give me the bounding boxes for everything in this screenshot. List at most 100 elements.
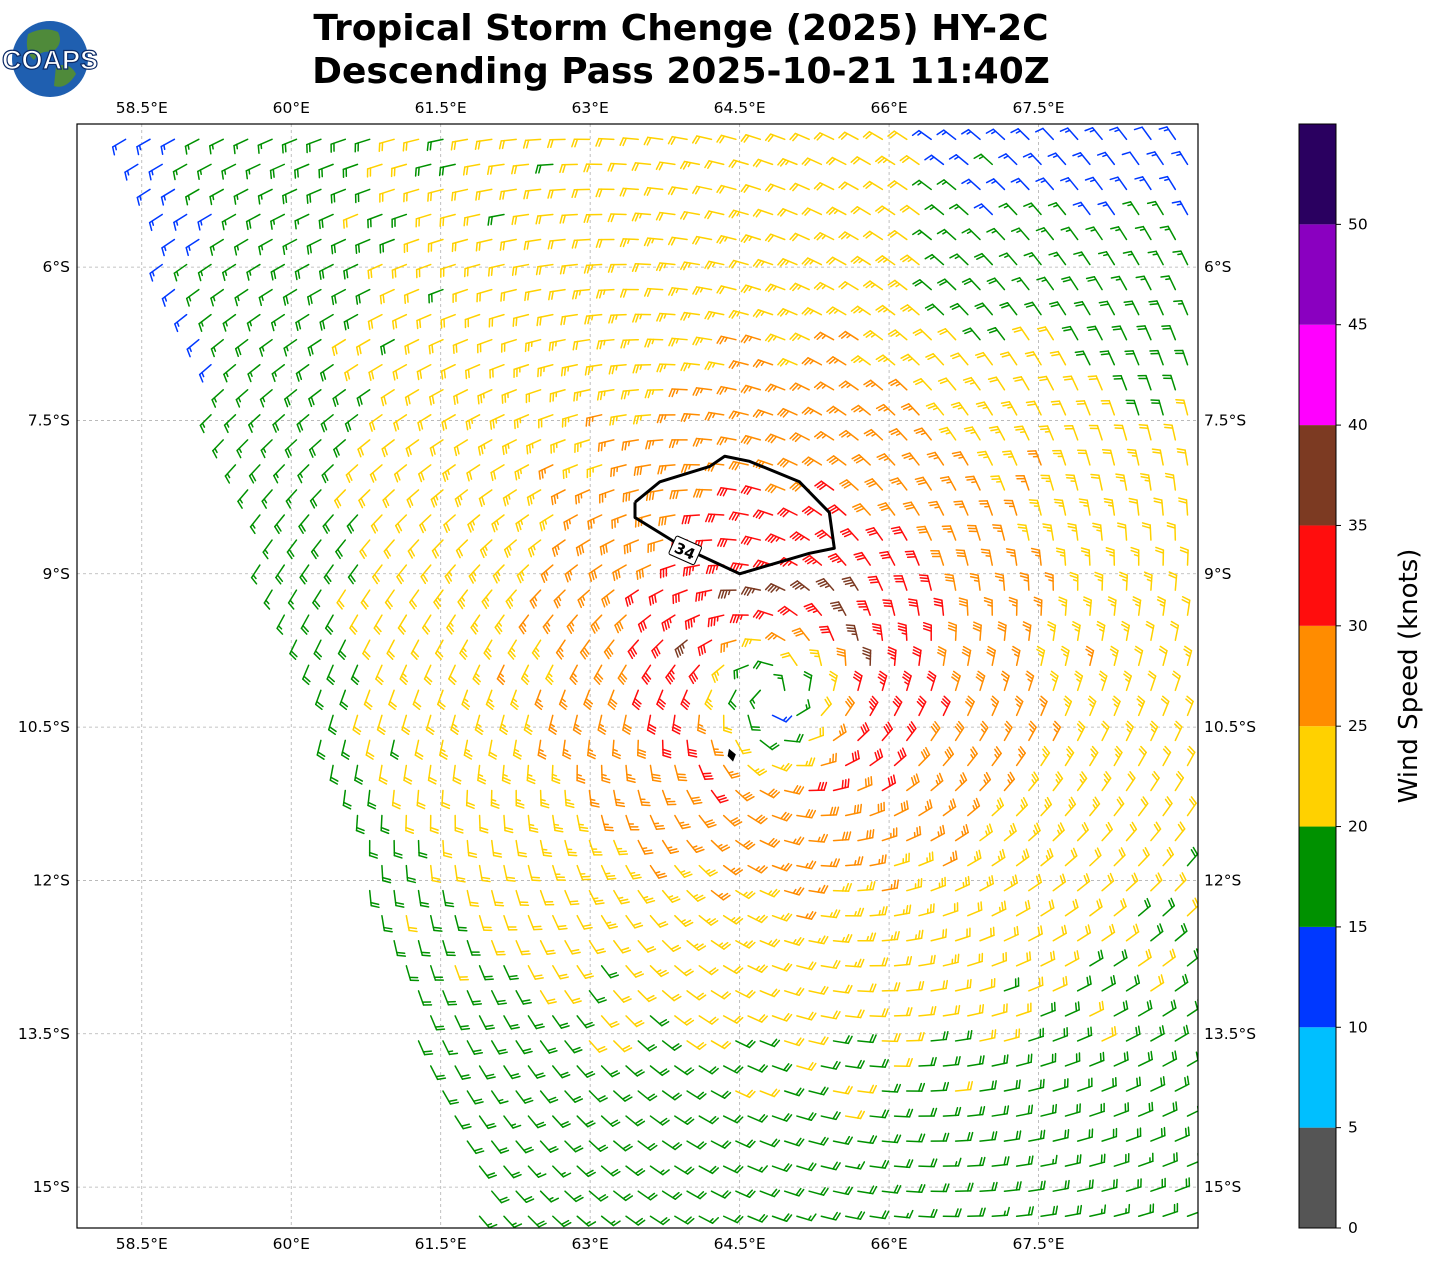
wind-barb xyxy=(839,479,859,491)
wind-barb xyxy=(535,263,554,276)
wind-barb xyxy=(814,431,835,441)
wind-barb xyxy=(747,764,768,776)
wind-barb xyxy=(637,889,656,904)
wind-barb xyxy=(735,940,756,949)
wind-barb xyxy=(600,814,615,832)
wind-barb xyxy=(1150,974,1165,992)
wind-barb xyxy=(1085,226,1103,241)
wind-barb xyxy=(282,288,298,306)
wind-barb xyxy=(893,1209,914,1219)
wind-barb xyxy=(333,439,347,458)
wind-barb xyxy=(625,814,640,831)
wind-barb xyxy=(355,338,371,356)
wind-barb xyxy=(527,1015,545,1030)
wind-barb xyxy=(716,184,737,194)
wind-barb xyxy=(789,232,810,242)
wind-barb xyxy=(704,210,725,220)
wind-barb xyxy=(356,389,371,407)
colorbar-segment xyxy=(1299,425,1336,526)
wind-barb xyxy=(1126,448,1140,466)
wind-barb xyxy=(339,689,349,711)
wind-barb xyxy=(491,1140,510,1154)
y-tick-label-right: 9°S xyxy=(1204,565,1231,583)
wind-barb xyxy=(1125,1076,1142,1092)
wind-barb xyxy=(698,914,719,926)
wind-barb xyxy=(1092,522,1103,541)
wind-barb xyxy=(302,664,311,686)
wind-barb xyxy=(454,814,464,834)
wind-barb xyxy=(551,764,561,784)
wind-barb xyxy=(916,695,927,717)
wind-barb xyxy=(552,1015,570,1029)
wind-barb xyxy=(1076,873,1091,892)
wind-barb xyxy=(548,288,566,301)
x-tick-label-bottom: 67.5°E xyxy=(1013,1235,1065,1253)
colorbar-tick-label: 20 xyxy=(1348,818,1368,836)
wind-barb xyxy=(452,764,462,785)
wind-barb xyxy=(771,912,793,922)
wind-barb xyxy=(906,721,917,742)
wind-barb xyxy=(752,309,774,318)
wind-barb xyxy=(576,814,589,832)
wind-barb xyxy=(698,1115,719,1125)
wind-barb xyxy=(954,927,971,942)
wind-barb xyxy=(625,764,636,783)
wind-barb xyxy=(246,313,261,332)
wind-barb xyxy=(728,309,749,319)
wind-barb xyxy=(199,414,212,434)
wind-barb xyxy=(722,714,733,734)
wind-barb xyxy=(961,228,981,241)
wind-barb xyxy=(698,864,718,877)
wind-barb xyxy=(1089,1102,1105,1117)
wind-barb xyxy=(900,353,920,366)
wind-barb xyxy=(322,514,334,534)
wind-barb xyxy=(1101,872,1115,892)
wind-barb xyxy=(875,403,896,416)
wind-barb xyxy=(625,1015,645,1028)
wind-barb xyxy=(716,385,737,395)
x-tick-label-bottom: 64.5°E xyxy=(714,1235,766,1253)
wind-barb xyxy=(637,1040,658,1052)
wind-barb xyxy=(1059,127,1079,141)
wind-barb xyxy=(474,714,484,735)
wind-barb xyxy=(948,154,969,166)
wind-barb xyxy=(990,695,1000,717)
wind-barb xyxy=(747,1014,768,1023)
wind-barb xyxy=(417,1040,434,1056)
wind-barb xyxy=(233,138,249,155)
wind-barb xyxy=(867,575,884,591)
wind-barb xyxy=(503,864,516,882)
wind-barb xyxy=(728,159,749,169)
wind-barb xyxy=(976,450,993,466)
wind-barb xyxy=(930,772,944,792)
chart-title-line1: Tropical Storm Chenge (2025) HY-2C xyxy=(313,8,1048,49)
wind-barb xyxy=(1063,695,1073,717)
y-tick-label-left: 10.5°S xyxy=(18,718,70,736)
wind-barb xyxy=(697,639,713,657)
wind-barb xyxy=(791,627,810,641)
wind-barb xyxy=(1118,571,1129,591)
wind-barb xyxy=(354,138,371,153)
wind-barb xyxy=(881,774,897,792)
wind-barb xyxy=(625,1215,646,1226)
wind-barb xyxy=(1015,475,1030,491)
wind-barb xyxy=(735,1139,756,1149)
wind-barb xyxy=(641,664,652,685)
wind-barb xyxy=(637,739,647,759)
wind-barb xyxy=(777,308,798,317)
wind-barb xyxy=(1183,645,1193,667)
wind-barb xyxy=(576,1115,596,1128)
wind-barb xyxy=(875,304,896,316)
wind-barb xyxy=(899,155,920,166)
wind-barb xyxy=(368,363,383,381)
wind-barb xyxy=(571,138,591,148)
wind-barb xyxy=(969,573,981,591)
wind-barb xyxy=(1109,126,1128,141)
wind-barb xyxy=(672,589,688,605)
wind-barb xyxy=(783,937,805,946)
wind-barb xyxy=(801,456,823,467)
wind-barb xyxy=(747,964,768,973)
wind-barb xyxy=(783,733,804,743)
wind-barb xyxy=(491,990,507,1006)
wind-barb xyxy=(759,837,781,848)
